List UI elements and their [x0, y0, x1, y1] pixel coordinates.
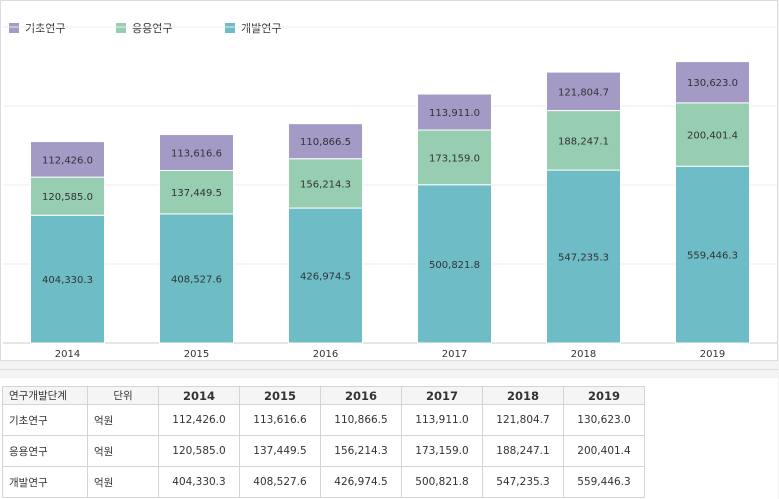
bar-segment[interactable] — [675, 61, 750, 104]
data-label: 426,974.5 — [300, 272, 351, 283]
bar-segment[interactable] — [675, 165, 750, 344]
x-tick-label: 2018 — [571, 349, 596, 360]
bar-segment[interactable] — [546, 169, 621, 344]
bar-segment[interactable] — [30, 176, 105, 216]
legend-item-applied[interactable]: 응용연구 — [116, 20, 172, 36]
row-stage: 기초연구 — [2, 404, 88, 436]
data-table: 연구개발단계 단위 2014 2015 2016 2017 2018 2019 … — [2, 386, 645, 498]
x-tick-label: 2015 — [184, 349, 209, 360]
bar-segment[interactable] — [159, 213, 234, 344]
table-cell: 408,527.6 — [239, 466, 321, 498]
data-label: 173,159.0 — [429, 153, 480, 164]
header-year: 2014 — [158, 386, 240, 405]
table-row: 개발연구 억원 404,330.3 408,527.6 426,974.5 50… — [2, 466, 645, 498]
table-cell: 112,426.0 — [158, 404, 240, 436]
header-year: 2018 — [482, 386, 564, 405]
bar-segment[interactable] — [30, 141, 105, 178]
bar-segment[interactable] — [30, 214, 105, 344]
table-cell: 156,214.3 — [320, 435, 402, 467]
data-label: 156,214.3 — [300, 179, 351, 190]
legend-swatch-development — [225, 23, 235, 33]
data-label: 120,585.0 — [42, 192, 93, 203]
header-year: 2017 — [401, 386, 483, 405]
table-cell: 110,866.5 — [320, 404, 402, 436]
table-cell: 188,247.1 — [482, 435, 564, 467]
bar-segment[interactable] — [417, 129, 492, 186]
table-panel: 연구개발단계 단위 2014 2015 2016 2017 2018 2019 … — [0, 369, 778, 499]
table-cell: 130,623.0 — [563, 404, 645, 436]
table-cell: 547,235.3 — [482, 466, 564, 498]
data-label: 547,235.3 — [558, 253, 609, 264]
table-header-row: 연구개발단계 단위 2014 2015 2016 2017 2018 2019 — [2, 386, 645, 405]
bar-segment[interactable] — [288, 207, 363, 344]
table-cell: 120,585.0 — [158, 435, 240, 467]
x-tick-label: 2017 — [442, 349, 467, 360]
data-label: 110,866.5 — [300, 137, 351, 148]
x-tick-label: 2014 — [55, 349, 80, 360]
legend-item-development[interactable]: 개발연구 — [225, 20, 281, 36]
row-stage: 응용연구 — [2, 435, 88, 467]
data-label: 130,623.0 — [687, 78, 738, 89]
header-stage: 연구개발단계 — [2, 386, 88, 405]
legend-label-development: 개발연구 — [241, 22, 282, 35]
bar-segment[interactable] — [288, 123, 363, 160]
table-row: 기초연구 억원 112,426.0 113,616.6 110,866.5 11… — [2, 404, 645, 436]
data-label: 404,330.3 — [42, 275, 93, 286]
table-cell: 113,616.6 — [239, 404, 321, 436]
bar-segment[interactable] — [159, 169, 234, 215]
legend-swatch-applied — [116, 23, 126, 33]
bar-segment[interactable] — [159, 134, 234, 171]
row-unit: 억원 — [87, 404, 159, 436]
x-tick-label: 2016 — [313, 349, 338, 360]
header-year: 2016 — [320, 386, 402, 405]
chart-panel: 기초연구 응용연구 개발연구 404,330.3 120,585.0 112,426… — [0, 0, 778, 361]
panel-gap — [0, 370, 778, 378]
table-cell: 121,804.7 — [482, 404, 564, 436]
table-cell: 137,449.5 — [239, 435, 321, 467]
table-row: 응용연구 억원 120,585.0 137,449.5 156,214.3 17… — [2, 435, 645, 467]
table-cell: 173,159.0 — [401, 435, 483, 467]
legend-label-basic: 기초연구 — [25, 22, 66, 35]
header-unit: 단위 — [87, 386, 159, 405]
table-cell: 113,911.0 — [401, 404, 483, 436]
table-cell: 426,974.5 — [320, 466, 402, 498]
row-unit: 억원 — [87, 466, 159, 498]
bar-segment[interactable] — [417, 93, 492, 131]
legend-label-applied: 응용연구 — [132, 22, 173, 35]
row-stage: 개발연구 — [2, 466, 88, 498]
table-cell: 200,401.4 — [563, 435, 645, 467]
data-label: 188,247.1 — [558, 136, 609, 147]
table-cell: 404,330.3 — [158, 466, 240, 498]
data-label: 500,821.8 — [429, 260, 480, 271]
legend-item-basic[interactable]: 기초연구 — [9, 20, 65, 36]
data-label: 408,527.6 — [171, 274, 222, 285]
table-cell: 500,821.8 — [401, 466, 483, 498]
x-tick-label: 2019 — [700, 349, 725, 360]
data-label: 113,616.6 — [171, 149, 222, 160]
header-year: 2015 — [239, 386, 321, 405]
data-label: 113,911.0 — [429, 108, 480, 119]
data-label: 137,449.5 — [171, 188, 222, 199]
bar-segment[interactable] — [546, 71, 621, 112]
legend-swatch-basic — [9, 23, 19, 33]
data-label: 559,446.3 — [687, 251, 738, 262]
data-label: 121,804.7 — [558, 87, 609, 98]
stacked-bar-chart: 404,330.3 120,585.0 112,426.0 2014 408,527.6… — [3, 26, 777, 360]
row-unit: 억원 — [87, 435, 159, 467]
bar-segment[interactable] — [417, 184, 492, 344]
table-cell: 559,446.3 — [563, 466, 645, 498]
data-label: 200,401.4 — [687, 131, 738, 142]
header-year: 2019 — [563, 386, 645, 405]
data-label: 112,426.0 — [42, 155, 93, 166]
